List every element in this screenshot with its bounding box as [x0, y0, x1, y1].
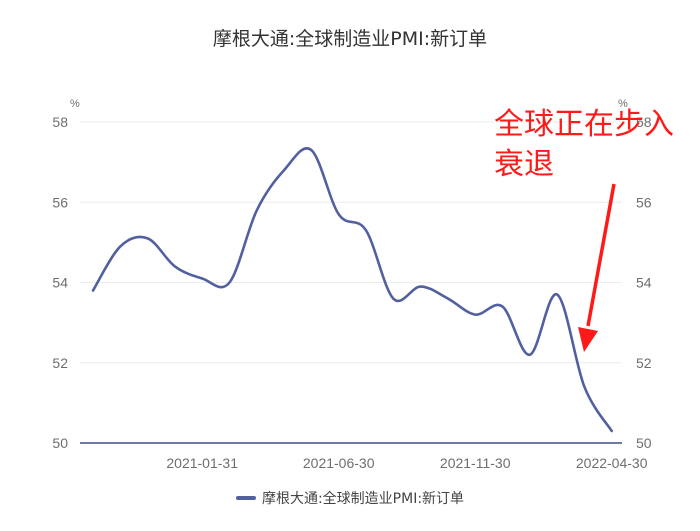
y-axis-left-unit: %: [70, 98, 80, 110]
y-axis-right-unit: %: [618, 98, 628, 110]
chart-title: 摩根大通:全球制造业PMI:新订单: [212, 28, 488, 50]
y-tick-left: 54: [52, 275, 68, 291]
gridlines: [80, 121, 622, 444]
annotation-arrow: [578, 183, 616, 352]
x-tick: 2022-04-30: [576, 455, 648, 471]
y-tick-right: 58: [636, 114, 652, 130]
annotation-line-1: 全球正在步入: [494, 107, 674, 142]
y-axis-left: 50 52 54 56 58: [52, 114, 68, 451]
x-tick: 2021-01-31: [166, 455, 238, 471]
x-tick: 2021-11-30: [440, 455, 511, 471]
annotation-callout: 全球正在步入 衰退: [494, 105, 694, 185]
y-tick-left: 56: [52, 194, 68, 210]
y-tick-right: 52: [636, 355, 652, 371]
legend-swatch-icon: [235, 496, 256, 500]
y-tick-right: 54: [636, 275, 652, 291]
y-tick-left: 58: [52, 114, 68, 130]
y-axis-right: 50 52 54 56 58: [636, 114, 652, 451]
annotation-line-2: 衰退: [494, 147, 554, 182]
x-tick: 2021-06-30: [303, 455, 375, 471]
legend[interactable]: 摩根大通:全球制造业PMI:新订单: [0, 488, 700, 508]
y-tick-left: 52: [52, 355, 68, 371]
y-tick-right: 56: [636, 194, 652, 210]
series-line: [91, 147, 613, 433]
y-tick-left: 50: [52, 435, 68, 451]
legend-label: 摩根大通:全球制造业PMI:新订单: [261, 491, 465, 507]
x-axis: 2021-01-31 2021-06-30 2021-11-30 2022-04-30: [166, 455, 647, 471]
y-tick-right: 50: [636, 435, 652, 451]
